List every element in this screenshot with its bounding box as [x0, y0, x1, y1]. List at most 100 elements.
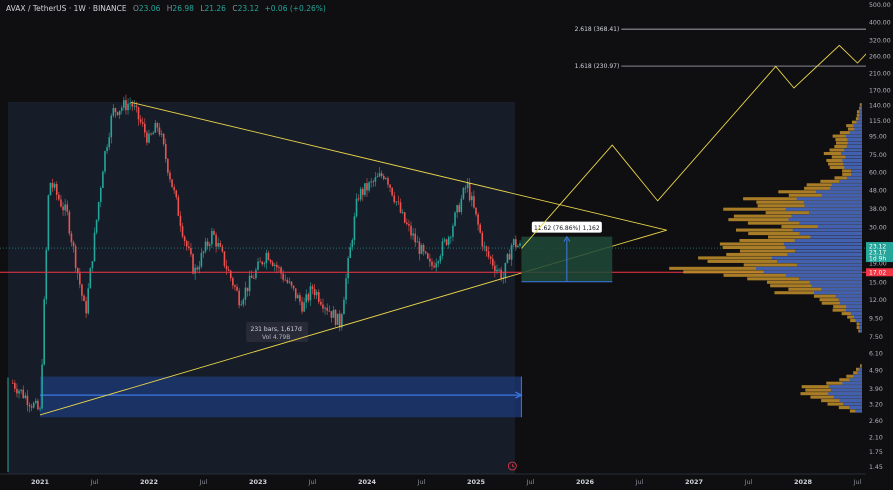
candle-body [173, 187, 175, 191]
candle-body [483, 246, 486, 248]
candle-body [240, 304, 243, 306]
legend-low-value: 21.26 [204, 4, 226, 13]
volume-row-blue [859, 325, 862, 330]
candle-body [294, 288, 297, 299]
candle-body [225, 265, 228, 270]
candle-body [406, 222, 408, 225]
candle-body [137, 107, 140, 120]
candle-body [246, 287, 249, 292]
y-tick-label: 140.00 [869, 103, 891, 110]
candle-body [250, 275, 253, 279]
candle-body [481, 232, 484, 247]
candle-body [217, 243, 219, 247]
volume-row-blue [803, 200, 862, 204]
candle-body [498, 269, 500, 271]
candle-body [58, 194, 60, 200]
y-tick-label: 1.75 [869, 449, 883, 456]
candle-body [156, 123, 159, 128]
candle-body [158, 127, 161, 135]
y-tick-label: 2.10 [869, 435, 883, 442]
y-tick-label: 400.00 [869, 20, 891, 27]
candle-body [471, 196, 473, 201]
candle-body [85, 301, 87, 314]
volume-row-blue [839, 179, 862, 183]
candle-body [106, 147, 108, 152]
candle-body [450, 236, 452, 238]
volume-row-blue [792, 228, 862, 232]
volume-row-blue [771, 256, 862, 260]
volume-row-blue [853, 374, 862, 378]
candle-body [234, 285, 236, 287]
legend-symbol[interactable]: AVAX / TetherUS · 1W · BINANCE [6, 4, 127, 13]
candle-body [206, 241, 209, 246]
candle-body [433, 265, 435, 268]
candle-body [66, 204, 69, 212]
volume-row-blue [763, 270, 862, 274]
candle-body [397, 201, 400, 203]
volume-row-blue [839, 399, 862, 403]
candle-body [200, 253, 203, 267]
candle-body [62, 206, 64, 211]
candle-body [343, 299, 345, 315]
volume-row-blue [785, 207, 862, 211]
candle-body [99, 187, 102, 203]
candle-body [477, 214, 479, 225]
volume-row-blue [846, 176, 862, 180]
candle-body [468, 182, 471, 201]
volume-row-blue [796, 197, 862, 201]
y-tick-label: 19.00 [869, 261, 887, 268]
x-tick-label: Jul [199, 478, 208, 486]
y-tick-label: 12.00 [869, 297, 887, 304]
candle-body [464, 187, 467, 189]
candle-body [265, 252, 268, 264]
candle-body [292, 285, 295, 289]
volume-row-blue [851, 172, 862, 176]
x-tick-label: 2023 [249, 478, 267, 486]
volume-row-blue [847, 141, 862, 145]
volume-row-blue [796, 263, 862, 267]
candle-body [435, 263, 437, 268]
candle-body [171, 179, 173, 188]
candle-body [284, 279, 287, 281]
candle-body [303, 302, 305, 312]
candle-body [30, 406, 33, 408]
y-tick-label: 6.10 [869, 350, 883, 357]
candle-body [116, 112, 119, 115]
candle-body [429, 258, 431, 262]
volume-row-blue [841, 151, 862, 156]
volume-row-blue [839, 301, 862, 305]
price-tag-value: 23.12 [869, 244, 886, 251]
candle-body [491, 258, 494, 266]
candle-body [255, 269, 257, 279]
candle-body [387, 178, 389, 185]
price-tag-bg [866, 242, 893, 263]
candle-body [102, 171, 104, 188]
history-panel [8, 102, 515, 474]
candle-body [131, 103, 134, 107]
measure-label: 11.62 (76.86%) 1,162 [534, 225, 600, 232]
candle-body [43, 299, 45, 365]
volume-row-blue [788, 218, 862, 222]
price-tag-bg [866, 268, 893, 277]
volume-row-blue [844, 148, 862, 152]
y-tick-label: 260.00 [869, 54, 891, 61]
candle-body [311, 286, 314, 289]
candle-body [412, 233, 414, 236]
candle-body [410, 225, 412, 236]
candle-body [403, 212, 406, 223]
candle-body [517, 245, 519, 248]
candle-body [194, 267, 196, 274]
volume-row-blue [787, 252, 862, 256]
y-tick-label: 60.00 [869, 170, 887, 177]
x-tick-label: 2022 [140, 478, 158, 486]
candle-body [322, 304, 324, 309]
y-tick-label: 1.45 [869, 464, 883, 471]
x-tick-label: 2021 [31, 478, 50, 486]
volume-row-blue [857, 371, 862, 375]
candle-body [320, 301, 322, 305]
candle-body [263, 263, 266, 265]
candle-body [68, 211, 71, 234]
candle-body [328, 310, 331, 312]
